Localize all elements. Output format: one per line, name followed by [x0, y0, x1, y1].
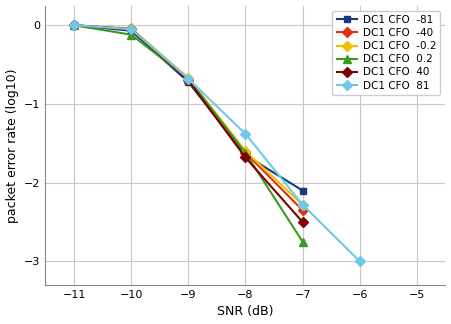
DC1 CFO  -40	[129, 27, 134, 31]
DC1 CFO  81	[71, 23, 77, 27]
DC1 CFO  81	[186, 77, 191, 81]
DC1 CFO  -40	[300, 208, 305, 212]
DC1 CFO  81	[129, 27, 134, 31]
DC1 CFO  40	[129, 27, 134, 31]
DC1 CFO  0.2	[129, 33, 134, 37]
DC1 CFO  -0.2	[129, 27, 134, 30]
DC1 CFO  0.2	[71, 23, 77, 27]
Legend: DC1 CFO  -81, DC1 CFO  -40, DC1 CFO  -0.2, DC1 CFO  0.2, DC1 CFO  40, DC1 CFO  8: DC1 CFO -81, DC1 CFO -40, DC1 CFO -0.2, …	[332, 11, 440, 95]
DC1 CFO  -0.2	[186, 76, 191, 80]
DC1 CFO  0.2	[243, 151, 248, 155]
DC1 CFO  40	[300, 220, 305, 224]
DC1 CFO  -0.2	[71, 23, 77, 27]
DC1 CFO  -0.2	[243, 149, 248, 153]
DC1 CFO  -81	[300, 189, 305, 192]
Line: DC1 CFO  -40: DC1 CFO -40	[70, 22, 306, 214]
DC1 CFO  40	[71, 23, 77, 27]
DC1 CFO  0.2	[186, 77, 191, 81]
Line: DC1 CFO  40: DC1 CFO 40	[70, 22, 306, 226]
DC1 CFO  -40	[186, 77, 191, 81]
DC1 CFO  -40	[71, 23, 77, 27]
DC1 CFO  81	[300, 203, 305, 207]
DC1 CFO  -81	[71, 23, 77, 27]
DC1 CFO  -81	[129, 29, 134, 33]
DC1 CFO  81	[243, 132, 248, 136]
DC1 CFO  40	[186, 78, 191, 82]
DC1 CFO  -81	[186, 80, 191, 84]
Line: DC1 CFO  -81: DC1 CFO -81	[70, 22, 306, 194]
Line: DC1 CFO  81: DC1 CFO 81	[70, 22, 363, 265]
DC1 CFO  0.2	[300, 240, 305, 244]
DC1 CFO  -0.2	[300, 203, 305, 207]
Line: DC1 CFO  0.2: DC1 CFO 0.2	[70, 21, 307, 246]
DC1 CFO  81	[357, 260, 363, 263]
Line: DC1 CFO  -0.2: DC1 CFO -0.2	[70, 22, 306, 208]
DC1 CFO  40	[243, 156, 248, 159]
DC1 CFO  -81	[243, 153, 248, 157]
DC1 CFO  -40	[243, 151, 248, 155]
X-axis label: SNR (dB): SNR (dB)	[217, 306, 274, 318]
Y-axis label: packet error rate (log10): packet error rate (log10)	[5, 68, 18, 223]
